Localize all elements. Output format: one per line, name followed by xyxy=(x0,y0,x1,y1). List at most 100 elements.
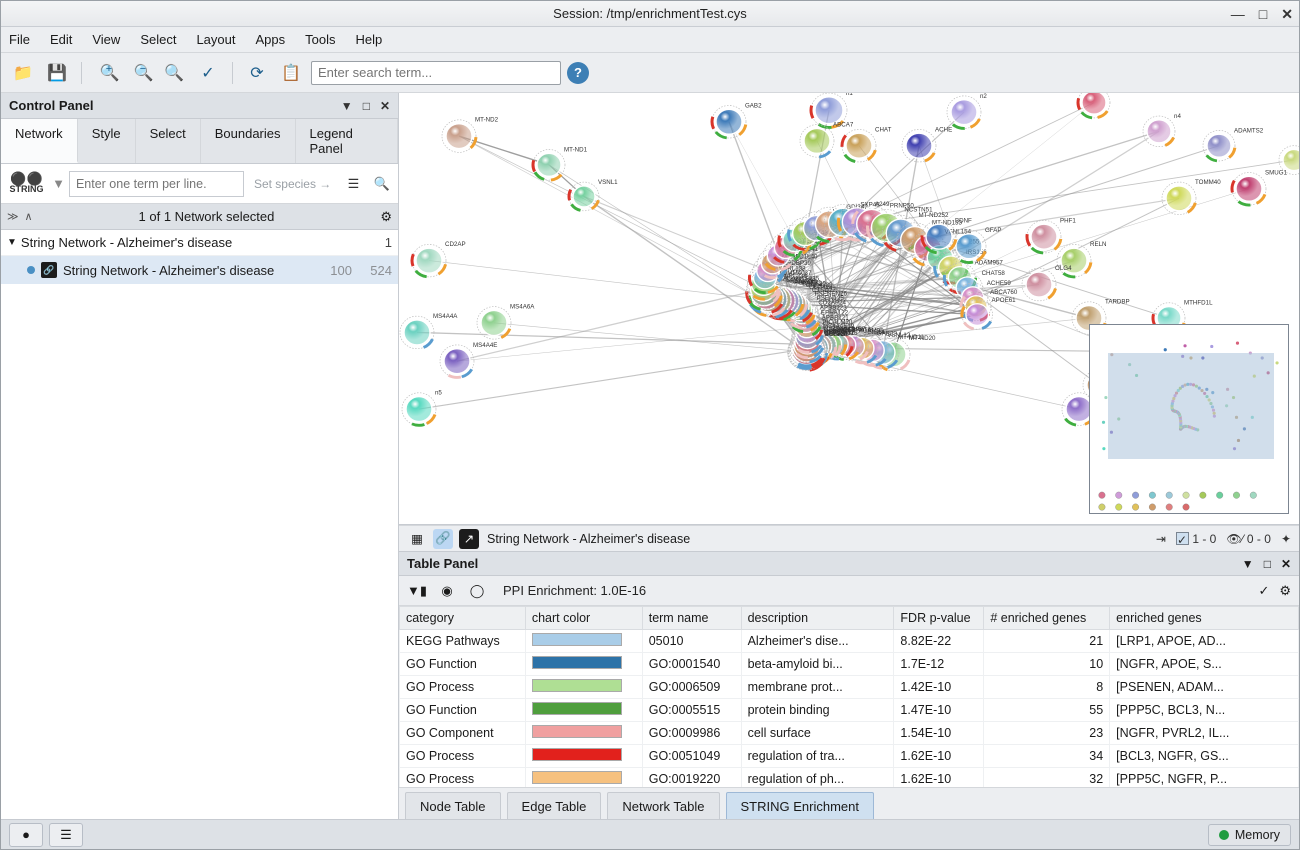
share-view-icon[interactable]: 🔗 xyxy=(433,529,453,549)
graph-node[interactable]: n4 xyxy=(1143,114,1182,147)
graph-node[interactable]: PHF1 xyxy=(1027,218,1076,253)
search-input[interactable] xyxy=(311,61,561,85)
graph-node[interactable]: ACHE xyxy=(902,127,952,162)
export-icon[interactable]: 📋 xyxy=(277,59,305,87)
graph-node[interactable]: MT-ND1 xyxy=(533,148,588,181)
menu-view[interactable]: View xyxy=(90,30,122,49)
table-row[interactable]: GO Function GO:0005515 protein binding 1… xyxy=(400,699,1299,722)
string-logo-icon[interactable]: ⚫⚫ STRING xyxy=(5,174,48,194)
graph-node[interactable]: GFAP xyxy=(952,228,1002,263)
circle-outline-icon[interactable]: ◯ xyxy=(467,581,487,601)
graph-node[interactable]: CHAT xyxy=(842,127,892,162)
table-row[interactable]: GO Function GO:0001540 beta-amyloid bi..… xyxy=(400,653,1299,676)
tab-edge-table[interactable]: Edge Table xyxy=(507,792,602,820)
tab-boundaries[interactable]: Boundaries xyxy=(201,119,296,163)
open-folder-icon[interactable]: 📁 xyxy=(9,59,37,87)
table-row[interactable]: KEGG Pathways 05010 Alzheimer's dise... … xyxy=(400,630,1299,653)
graph-node[interactable]: TOMM40 xyxy=(1162,180,1221,215)
graph-node[interactable]: SMUG1 xyxy=(1232,170,1288,205)
graph-node[interactable]: n2 xyxy=(947,94,988,129)
table-row[interactable]: GO Process GO:0019220 regulation of ph..… xyxy=(400,768,1299,788)
svg-text:CHAT58: CHAT58 xyxy=(982,271,1006,277)
zoom-in-icon[interactable]: 🔍 + xyxy=(92,59,120,87)
restore-panel-icon[interactable]: □ xyxy=(363,99,370,113)
svg-text:MS4A4E: MS4A4E xyxy=(473,343,497,349)
fit-content-icon[interactable]: 🔍 xyxy=(160,59,188,87)
enrichment-table-wrapper[interactable]: category chart color term name descripti… xyxy=(399,606,1299,787)
table-row[interactable]: GO Process GO:0006509 membrane prot... 1… xyxy=(400,676,1299,699)
tab-style[interactable]: Style xyxy=(78,119,136,163)
filter-icon[interactable]: ▼▮ xyxy=(407,581,427,601)
graph-node[interactable]: MS4A4E xyxy=(440,343,497,378)
table-row[interactable]: GO Process GO:0051049 regulation of tra.… xyxy=(400,745,1299,768)
select-all-checkbox[interactable]: ✓ xyxy=(1258,583,1269,599)
save-icon[interactable]: 💾 xyxy=(43,59,71,87)
search-icon[interactable]: 🔍 xyxy=(370,171,394,197)
collapse-panel-icon[interactable]: ▼ xyxy=(341,99,353,113)
help-icon[interactable]: ? xyxy=(567,62,589,84)
tab-legend-panel[interactable]: Legend Panel xyxy=(296,119,398,163)
collapse-table-icon[interactable]: ▼ xyxy=(1242,557,1254,571)
chart-color-icon[interactable]: ◉ xyxy=(437,581,457,601)
network-settings-gear-icon[interactable]: ⚙ xyxy=(380,209,392,225)
tab-select[interactable]: Select xyxy=(136,119,201,163)
memory-button[interactable]: Memory xyxy=(1208,824,1291,846)
menu-help[interactable]: Help xyxy=(354,30,385,49)
menu-layout[interactable]: Layout xyxy=(194,30,237,49)
export-view-icon[interactable]: ⇥ xyxy=(1156,532,1166,546)
menu-hamburger-icon[interactable]: ☰ xyxy=(341,171,365,197)
graph-node[interactable]: GAB2 xyxy=(712,103,762,138)
svg-text:ABCA7: ABCA7 xyxy=(833,123,854,129)
close-panel-icon[interactable]: ✕ xyxy=(380,99,390,113)
menu-select[interactable]: Select xyxy=(138,30,178,49)
graph-node[interactable]: MS4A4A xyxy=(400,314,458,349)
graph-node[interactable]: MT-ND2 xyxy=(442,118,499,153)
menu-edit[interactable]: Edit xyxy=(48,30,74,49)
menu-tools[interactable]: Tools xyxy=(303,30,337,49)
refresh-icon[interactable]: ⟳ xyxy=(243,59,271,87)
memory-status-dot xyxy=(1219,830,1229,840)
collapse-all-icon[interactable]: ≫ xyxy=(7,210,19,223)
svg-text:GAB2: GAB2 xyxy=(745,103,762,109)
menu-file[interactable]: File xyxy=(7,30,32,49)
network-minimap[interactable] xyxy=(1089,324,1289,514)
notifications-icon[interactable]: ● xyxy=(9,823,43,847)
zoom-out-icon[interactable]: 🔍 − xyxy=(126,59,154,87)
graph-node[interactable]: n3 xyxy=(1078,93,1117,118)
popout-view-icon[interactable]: ↗ xyxy=(459,529,479,549)
network-canvas[interactable]: MT-ND20 MT-ND11 VSNL12 GAB23 IRS14 ADAM95 CHAT… xyxy=(399,93,1299,525)
svg-text:MS4A4A: MS4A4A xyxy=(433,314,458,320)
close-table-icon[interactable]: ✕ xyxy=(1281,557,1291,571)
center-view-icon[interactable]: ✦ xyxy=(1281,532,1291,546)
set-species-label[interactable]: Set species → xyxy=(248,177,337,191)
grid-view-icon[interactable]: ▦ xyxy=(407,529,427,549)
maximize-button[interactable]: □ xyxy=(1259,6,1267,22)
tab-string-enrichment[interactable]: STRING Enrichment xyxy=(726,792,874,820)
view-checkbox[interactable]: ✓ xyxy=(1176,532,1189,545)
graph-node[interactable]: ABCA7 xyxy=(800,123,854,158)
network-list-item[interactable]: 🔗 String Network - Alzheimer's disease 1… xyxy=(1,256,398,284)
minimap-viewport-shade xyxy=(1108,353,1274,459)
graph-node[interactable]: CD2AP xyxy=(412,242,466,277)
network-group-row[interactable]: ▼ String Network - Alzheimer's disease 1 xyxy=(1,230,398,256)
console-list-icon[interactable]: ☰ xyxy=(49,823,83,847)
string-term-input[interactable] xyxy=(69,171,244,197)
table-settings-gear-icon[interactable]: ⚙ xyxy=(1279,583,1291,599)
table-panel: Table Panel ▼ □ ✕ ▼▮ ◉ ◯ PPI Enrichment:… xyxy=(399,551,1299,819)
table-row[interactable]: GO Component GO:0009986 cell surface 1.5… xyxy=(400,722,1299,745)
restore-table-icon[interactable]: □ xyxy=(1264,557,1271,571)
graph-node[interactable]: n5 xyxy=(402,391,443,426)
graph-node[interactable]: VSNL1 xyxy=(569,180,618,211)
close-button[interactable]: ✕ xyxy=(1281,6,1293,23)
tab-network[interactable]: Network xyxy=(1,119,78,163)
tab-network-table[interactable]: Network Table xyxy=(607,792,719,820)
svg-text:n5: n5 xyxy=(435,391,443,397)
minimize-button[interactable]: — xyxy=(1231,6,1245,22)
expand-all-icon[interactable]: ∧ xyxy=(25,210,33,223)
control-panel: Control Panel ▼ □ ✕ Network Style Select… xyxy=(1,93,399,819)
graph-node[interactable]: ADAMTS2 xyxy=(1203,128,1264,161)
tab-node-table[interactable]: Node Table xyxy=(405,792,501,820)
zoom-selected-icon[interactable]: ✓ xyxy=(194,59,222,87)
graph-node[interactable]: OLG4 xyxy=(1022,266,1072,301)
menu-apps[interactable]: Apps xyxy=(254,30,288,49)
